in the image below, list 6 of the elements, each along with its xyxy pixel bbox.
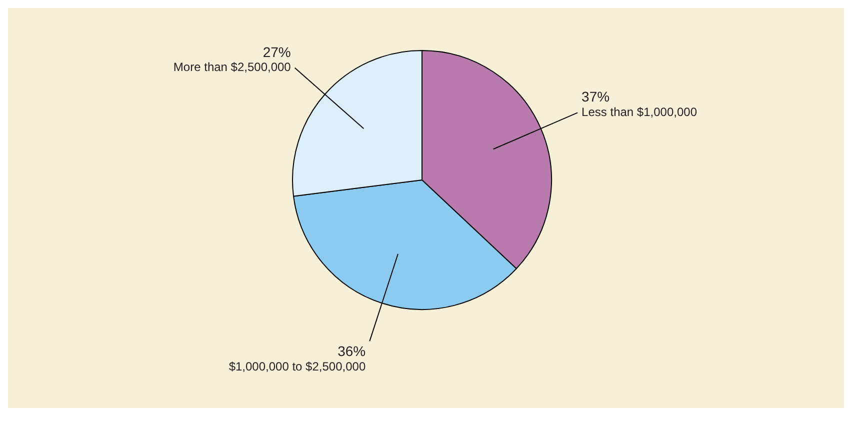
data-label: 27% bbox=[262, 44, 291, 60]
slice-label: More than $2,500,000 bbox=[173, 60, 292, 74]
slice-label: $1,000,000 to $2,500,000 bbox=[228, 360, 366, 374]
slice-label: Less than $1,000,000 bbox=[582, 104, 698, 119]
data-label: 37% bbox=[582, 88, 610, 105]
data-label: 36% bbox=[338, 343, 366, 360]
